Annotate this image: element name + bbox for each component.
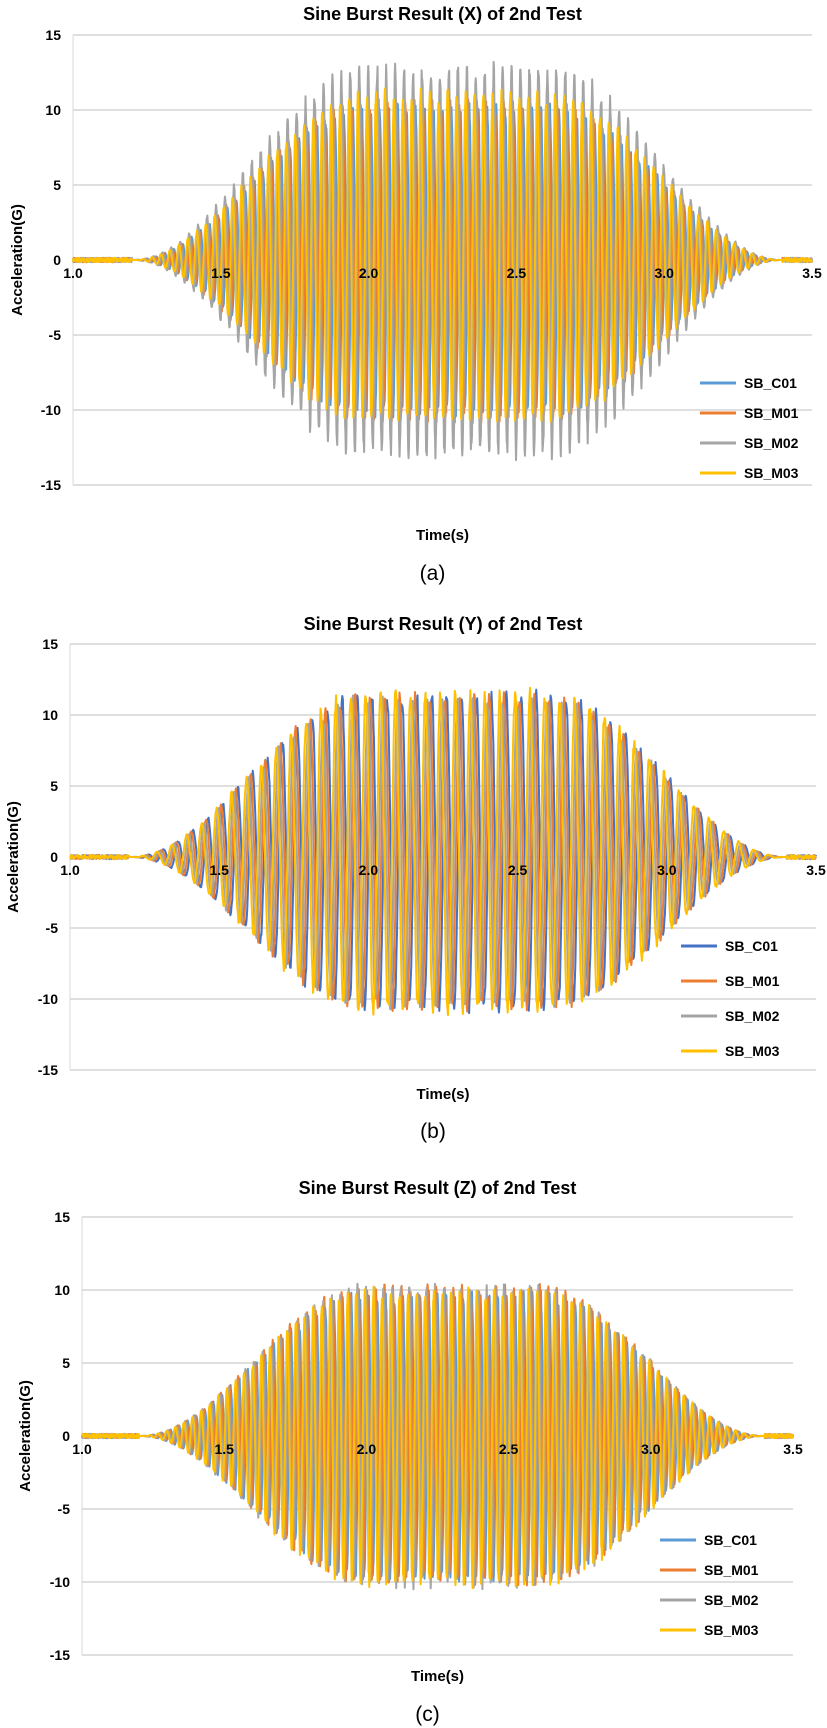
x-axis-label: Time(s) [411, 1668, 464, 1685]
x-tick-label: 1.5 [211, 265, 231, 281]
figure-caption: (a) [420, 562, 446, 585]
y-tick-label: 10 [45, 102, 61, 118]
x-tick-label: 3.5 [806, 862, 826, 878]
x-tick-label: 2.5 [507, 265, 527, 281]
legend-label: SB_M02 [725, 1008, 780, 1024]
series-line-sb_m02 [72, 60, 813, 462]
x-tick-label: 3.0 [657, 862, 677, 878]
legend-label: SB_M03 [725, 1043, 780, 1059]
x-tick-label: 2.5 [508, 862, 528, 878]
y-tick-label: 5 [50, 778, 58, 794]
y-tick-label: 0 [53, 252, 61, 268]
x-tick-label: 3.0 [654, 265, 674, 281]
x-tick-label: 2.0 [359, 265, 379, 281]
chart-z-svg: Sine Burst Result (Z) of 2nd Test 15 10 5 0 -… [17, 1178, 803, 1726]
series-line-sb_m02 [81, 1282, 794, 1591]
y-tick-label: -10 [50, 1574, 70, 1590]
legend: SB_C01 SB_M01 SB_M02 SB_M03 [681, 938, 780, 1059]
x-tick-label: 1.0 [63, 265, 83, 281]
chart-title: Sine Burst Result (Z) of 2nd Test [299, 1178, 577, 1198]
series-line-sb_m03 [69, 686, 817, 1017]
x-axis-label: Time(s) [416, 1086, 469, 1103]
y-tick-label: -15 [41, 477, 61, 493]
chart-panel-z: Sine Burst Result (Z) of 2nd Test 15 10 5 0 -… [0, 1170, 827, 1728]
x-tick-label: 3.5 [783, 1441, 803, 1457]
series-line-sb_m03 [72, 87, 813, 423]
legend-label: SB_M03 [704, 1622, 759, 1638]
y-tick-label: -5 [49, 327, 62, 343]
y-axis-label: Acceleration(G) [9, 204, 26, 316]
y-tick-label: -10 [38, 991, 58, 1007]
legend-label: SB_M01 [725, 973, 780, 989]
legend-label: SB_M01 [744, 405, 799, 421]
chart-panel-y: Sine Burst Result (Y) of 2nd Test 15 10 5 0 -… [0, 608, 827, 1148]
x-tick-label: 2.0 [359, 862, 379, 878]
y-tick-label: -15 [38, 1062, 58, 1078]
legend-label: SB_M02 [704, 1592, 759, 1608]
series-line-sb_m03 [81, 1285, 794, 1590]
x-tick-label: 2.0 [357, 1441, 377, 1457]
legend: SB_C01 SB_M01 SB_M02 SB_M03 [660, 1532, 759, 1638]
chart-panel-x: Sine Burst Result (X) of 2nd Test 15 10 5 0 -… [0, 0, 827, 590]
y-tick-label: -10 [41, 402, 61, 418]
y-tick-label: -5 [58, 1501, 71, 1517]
y-tick-label: 0 [62, 1428, 70, 1444]
chart-y-svg: Sine Burst Result (Y) of 2nd Test 15 10 5 0 -… [5, 614, 826, 1143]
y-tick-label: 15 [42, 636, 58, 652]
chart-x-svg: Sine Burst Result (X) of 2nd Test 15 10 5 0 -… [9, 4, 822, 585]
figure-caption: (b) [420, 1120, 446, 1143]
chart-title: Sine Burst Result (X) of 2nd Test [303, 4, 582, 24]
series-line-sb_m01 [72, 98, 813, 425]
legend-label: SB_M01 [704, 1562, 759, 1578]
legend-label: SB_M03 [744, 465, 799, 481]
y-axis-label: Acceleration(G) [17, 1380, 34, 1492]
y-tick-label: 15 [45, 27, 61, 43]
x-tick-label: 3.5 [802, 265, 822, 281]
series-group [72, 60, 813, 462]
y-tick-label: 5 [53, 177, 61, 193]
legend-label: SB_M02 [744, 435, 799, 451]
series-group [81, 1282, 794, 1591]
series-line-sb_m02 [69, 694, 817, 1011]
series-group [69, 686, 817, 1017]
y-tick-label: 5 [62, 1355, 70, 1371]
x-tick-label: 1.5 [214, 1441, 234, 1457]
legend-label: SB_C01 [725, 938, 778, 954]
y-tick-label: 0 [50, 849, 58, 865]
x-tick-label: 1.0 [72, 1441, 92, 1457]
x-tick-label: 1.0 [60, 862, 80, 878]
x-tick-label: 1.5 [209, 862, 229, 878]
series-line-sb_m01 [81, 1283, 794, 1587]
chart-title: Sine Burst Result (Y) of 2nd Test [304, 614, 583, 634]
x-tick-label: 2.5 [499, 1441, 519, 1457]
figure-caption: (c) [415, 1703, 440, 1726]
x-axis-label: Time(s) [416, 527, 469, 544]
legend-label: SB_C01 [704, 1532, 757, 1548]
y-tick-label: 10 [54, 1282, 70, 1298]
legend-label: SB_C01 [744, 375, 797, 391]
y-axis-label: Acceleration(G) [5, 801, 22, 913]
y-tick-label: -5 [46, 920, 59, 936]
y-tick-label: -15 [50, 1647, 70, 1663]
y-tick-label: 10 [42, 707, 58, 723]
y-tick-label: 15 [54, 1209, 70, 1225]
legend: SB_C01 SB_M01 SB_M02 SB_M03 [700, 375, 799, 481]
x-tick-label: 3.0 [641, 1441, 661, 1457]
